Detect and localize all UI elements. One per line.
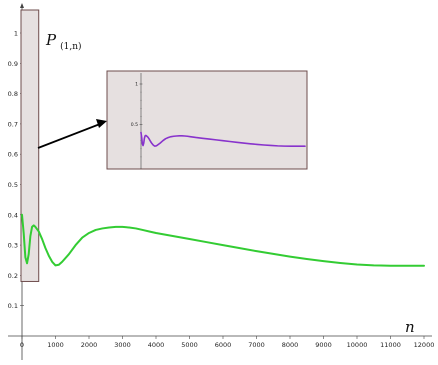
x-axis-label: n — [405, 318, 415, 336]
inset-series-points — [140, 132, 306, 147]
y-tick-label: 0.5 — [8, 181, 18, 189]
y-tick-label: 0.3 — [8, 242, 18, 250]
y-tick-label: 0.2 — [8, 272, 18, 280]
x-tick-label: 9000 — [315, 341, 332, 349]
x-tick-label: 11000 — [380, 341, 401, 349]
main-axes: 0 1000 2000 3000 4000 5000 6000 7000 8000 9000 100… — [8, 3, 434, 360]
y-tick-label: 0.6 — [8, 151, 18, 159]
x-tick-label: 10000 — [347, 341, 368, 349]
zoom-region-label: P (1,n) — [45, 31, 82, 52]
series-line — [21, 213, 425, 267]
y-tick-label: 0.1 — [8, 302, 18, 310]
x-tick-label: 0 — [20, 341, 24, 349]
x-ticks: 0 1000 2000 3000 4000 5000 6000 7000 8000 9000 100… — [20, 336, 434, 349]
y-tick-label: 0.8 — [8, 90, 18, 98]
y-tick-label: 0.4 — [8, 211, 18, 219]
x-tick-label: 12000 — [414, 341, 435, 349]
inset-y-ticks: 0.51 — [131, 82, 143, 158]
y-ticks: 0.1 0.2 0.3 0.4 0.5 0.6 0.7 0.8 0.9 1 — [8, 30, 24, 310]
x-tick-label: 4000 — [148, 341, 165, 349]
inset-panel: 0.51 — [106, 70, 308, 170]
inset-box — [106, 70, 308, 170]
y-tick-label: 0.7 — [8, 120, 18, 128]
series-points — [21, 214, 425, 266]
x-tick-label: 6000 — [215, 341, 232, 349]
x-tick-label: 2000 — [81, 341, 98, 349]
x-tick-label: 8000 — [282, 341, 299, 349]
y-axis-arrow — [20, 3, 24, 8]
y-tick-label: 1 — [14, 30, 18, 38]
inset-y-tick-label: 1 — [135, 82, 138, 88]
zoom-label-sub: (1,n) — [60, 41, 81, 52]
x-tick-label: 7000 — [248, 341, 265, 349]
zoom-region-box — [20, 9, 40, 282]
inset-y-tick-label: 0.5 — [131, 122, 138, 128]
x-tick-label: 1000 — [47, 341, 64, 349]
x-tick-label: 5000 — [181, 341, 198, 349]
zoom-arrow — [37, 123, 101, 149]
y-tick-label: 0.9 — [8, 60, 18, 68]
zoom-arrow-head — [96, 119, 107, 128]
zoom-label-main: P — [45, 31, 57, 49]
x-tick-label: 3000 — [114, 341, 131, 349]
